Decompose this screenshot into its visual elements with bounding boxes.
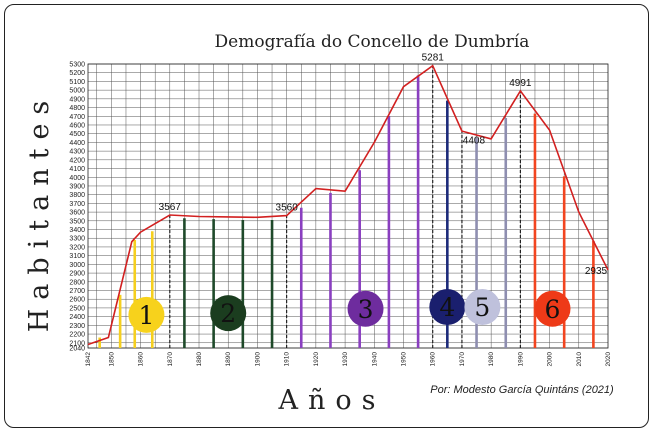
period-circle — [347, 290, 384, 327]
x-axis-label: Años — [278, 385, 386, 416]
y-tick-label: 2700 — [69, 288, 85, 295]
y-tick-label: 3900 — [69, 183, 85, 190]
y-tick-label: 4300 — [69, 149, 85, 156]
data-label: 4991 — [509, 78, 532, 89]
x-tick-label: 1870 — [167, 352, 174, 367]
y-tick-label: 3400 — [69, 227, 85, 234]
x-tick-label: 1880 — [196, 352, 203, 367]
y-tick-label: 3200 — [69, 244, 85, 251]
y-tick-label: 2500 — [69, 305, 85, 312]
x-tick-label: 2000 — [547, 352, 554, 367]
y-tick-label: 2900 — [69, 271, 85, 278]
plot-border — [87, 63, 609, 349]
y-tick-label: 2100 — [69, 340, 85, 347]
period-circle — [429, 289, 466, 326]
y-tick-label: 4900 — [69, 96, 85, 103]
grid — [87, 63, 609, 349]
x-tick-label: 1930 — [342, 352, 349, 367]
y-tick-label: 3700 — [69, 201, 85, 208]
x-tick-label: 1970 — [459, 352, 466, 367]
data-label: 3567 — [159, 202, 182, 213]
period-label: 1 — [138, 301, 154, 330]
y-tick-label: 3600 — [69, 210, 85, 217]
period-circle — [210, 295, 247, 332]
x-tick-label: 1850 — [108, 352, 115, 367]
x-tick-label: 1860 — [138, 352, 145, 367]
y-tick-label: 4700 — [69, 114, 85, 121]
y-tick-label: 3000 — [69, 262, 85, 269]
annotations: 3567 3560 5281 4408 4991 2935 — [159, 53, 608, 277]
x-tick-label: 1890 — [225, 352, 232, 367]
period-circle — [464, 289, 501, 326]
x-tick-label: 2020 — [605, 352, 612, 367]
x-tick-label: 1940 — [371, 352, 378, 367]
y-tick-label: 3300 — [69, 236, 85, 243]
y-tick-label: 4100 — [69, 166, 85, 173]
x-tick-label: 1920 — [313, 352, 320, 367]
y-tick-label: 2040 — [69, 346, 85, 353]
x-tick-label: 1842 — [85, 352, 92, 367]
period-label: 3 — [358, 295, 374, 324]
chart-title: Demografía do Concello de Dumbría — [215, 32, 530, 52]
y-tick-label: 3500 — [69, 218, 85, 225]
y-tick-label: 3800 — [69, 192, 85, 199]
period-circle — [128, 296, 165, 333]
period-label: 4 — [439, 293, 455, 322]
x-tick-label: 1980 — [488, 352, 495, 367]
data-label: 5281 — [422, 53, 445, 64]
x-tick-label: 1950 — [401, 352, 408, 367]
y-tick-label: 2200 — [69, 332, 85, 339]
y-tick-label: 3100 — [69, 253, 85, 260]
y-tick-label: 4400 — [69, 140, 85, 147]
y-tick-label: 5100 — [69, 79, 85, 86]
period-label: 2 — [220, 299, 236, 328]
data-label: 4408 — [463, 136, 486, 147]
period-label: 6 — [545, 295, 561, 324]
y-axis-label: Habitantes — [24, 92, 55, 333]
population-line — [87, 64, 609, 346]
x-tick-label: 1910 — [284, 352, 291, 367]
y-tick-label: 4500 — [69, 131, 85, 138]
period-label: 5 — [474, 293, 490, 322]
x-tick-label: 1990 — [517, 352, 524, 367]
y-tick-label: 5200 — [69, 70, 85, 77]
x-tick-label: 1900 — [254, 352, 261, 367]
y-tick-label: 5300 — [69, 62, 85, 69]
data-label: 2935 — [585, 266, 608, 277]
y-tick-label: 4800 — [69, 105, 85, 112]
credit-text: Por: Modesto García Quintáns (2021) — [430, 384, 614, 396]
y-tick-label: 2300 — [69, 323, 85, 330]
y-tick-label: 2600 — [69, 297, 85, 304]
y-tick-label: 4000 — [69, 175, 85, 182]
x-axis-ticks: 1842 1850 1860 1870 1880 1890 1900 1910 1920 1930… — [85, 352, 612, 367]
y-tick-label: 2400 — [69, 314, 85, 321]
data-label: 3560 — [276, 203, 299, 214]
series-line — [87, 64, 609, 346]
x-tick-label: 2010 — [576, 352, 583, 367]
y-tick-label: 2800 — [69, 279, 85, 286]
period-circle — [534, 290, 571, 327]
y-tick-label: 4600 — [69, 122, 85, 129]
x-tick-label: 1960 — [430, 352, 437, 367]
y-tick-label: 4200 — [69, 157, 85, 164]
y-tick-label: 5000 — [69, 88, 85, 95]
